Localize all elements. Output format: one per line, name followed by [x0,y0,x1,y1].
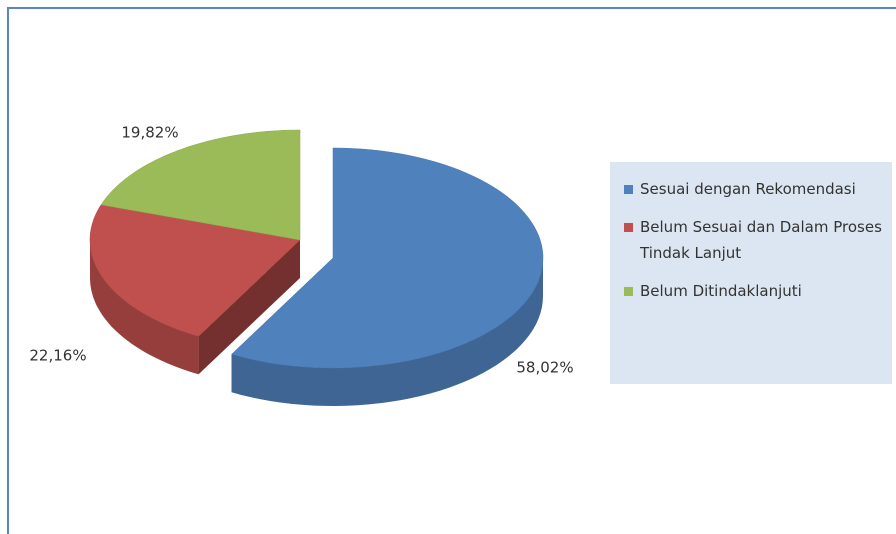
data-label: 58,02% [516,359,573,377]
slice [231,147,544,369]
legend-item: Belum Ditindaklanjuti [624,278,882,304]
legend-label: Belum Ditindaklanjuti [640,282,802,300]
legend: Sesuai dengan Rekomendasi Belum Sesuai da… [610,162,892,384]
legend-label: Belum Sesuai dan Dalam Proses Tindak Lan… [640,218,882,262]
slice [89,204,301,337]
slice-wall [90,240,199,375]
legend-swatch [624,287,633,296]
slice-side [198,240,300,375]
legend-swatch [624,185,633,194]
data-label: 19,82% [121,124,178,142]
legend-item: Sesuai dengan Rekomendasi [624,176,882,202]
data-label: 22,16% [29,347,86,365]
legend-item: Belum Sesuai dan Dalam Proses Tindak Lan… [624,214,882,266]
slice-wall [231,258,543,406]
legend-label: Sesuai dengan Rekomendasi [640,180,856,198]
legend-swatch [624,223,633,232]
chart-frame [7,7,896,534]
slice [100,129,301,241]
